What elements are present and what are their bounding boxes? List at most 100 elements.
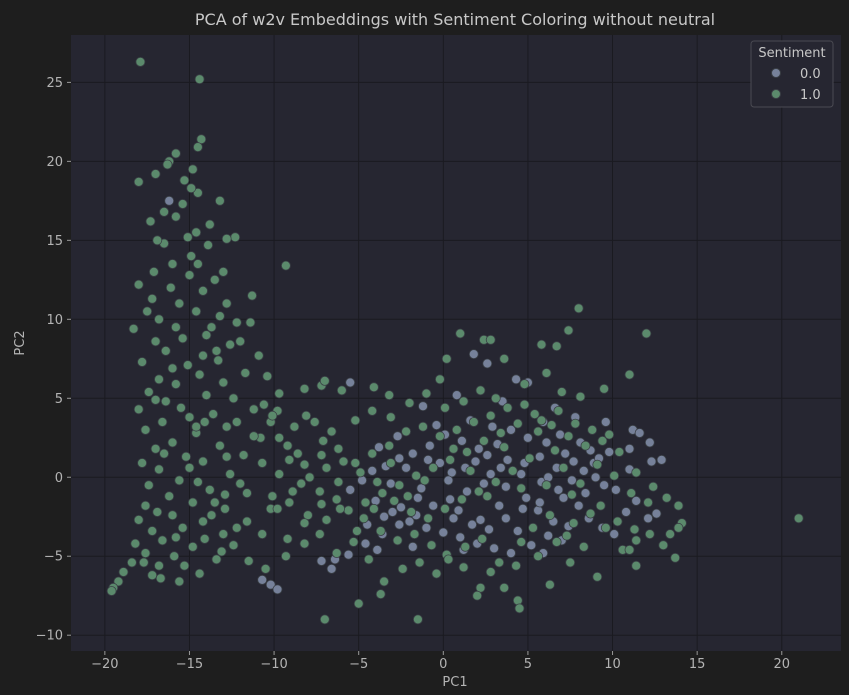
- data-point: [495, 428, 506, 438]
- data-point: [404, 398, 415, 408]
- data-point: [604, 447, 615, 457]
- data-point: [533, 551, 543, 562]
- data-point: [609, 529, 620, 539]
- data-point: [231, 522, 242, 533]
- data-point: [597, 435, 608, 446]
- data-point: [656, 454, 667, 465]
- data-point: [140, 500, 151, 511]
- data-point: [148, 266, 159, 277]
- data-point: [211, 554, 222, 565]
- data-point: [257, 458, 268, 468]
- data-point: [181, 451, 192, 462]
- data-point: [673, 522, 684, 533]
- data-point: [448, 513, 459, 524]
- data-point: [179, 175, 190, 186]
- data-point: [247, 290, 258, 301]
- data-point: [516, 469, 527, 480]
- data-point: [164, 195, 175, 206]
- data-point: [343, 549, 354, 560]
- data-point: [500, 513, 511, 524]
- data-point: [402, 491, 413, 502]
- data-point: [174, 475, 185, 486]
- data-point: [553, 484, 564, 495]
- data-point: [517, 503, 528, 514]
- legend-title: Sentiment: [758, 46, 825, 61]
- data-point: [401, 426, 412, 437]
- data-point: [198, 516, 208, 527]
- data-point: [626, 488, 637, 499]
- data-point: [198, 456, 208, 467]
- data-point: [187, 541, 198, 552]
- data-point: [230, 232, 241, 243]
- data-point: [624, 545, 635, 555]
- data-point: [133, 279, 144, 290]
- data-point: [280, 551, 291, 562]
- plot-area: [71, 35, 841, 651]
- data-point: [133, 515, 144, 525]
- data-point: [385, 412, 396, 423]
- data-point: [536, 415, 547, 426]
- data-point: [204, 219, 215, 230]
- data-point: [194, 568, 205, 579]
- data-point: [133, 404, 144, 415]
- data-point: [661, 492, 672, 503]
- data-point: [385, 478, 396, 489]
- data-point: [551, 341, 562, 352]
- data-point: [192, 187, 203, 198]
- data-point: [458, 396, 469, 407]
- data-point: [368, 503, 379, 514]
- data-point: [220, 489, 230, 500]
- data-point: [621, 507, 631, 517]
- data-point: [319, 614, 330, 625]
- data-point: [367, 448, 378, 459]
- data-point: [140, 548, 151, 558]
- data-point: [160, 345, 171, 356]
- data-point: [578, 465, 589, 476]
- data-point: [595, 500, 606, 511]
- data-point: [458, 562, 469, 573]
- data-point: [484, 524, 494, 535]
- data-point: [321, 515, 332, 525]
- data-point: [343, 505, 354, 516]
- data-point: [445, 454, 456, 465]
- legend-label-1: 1.0: [800, 88, 821, 103]
- data-point: [448, 443, 459, 454]
- data-point: [201, 330, 212, 341]
- data-point: [643, 513, 653, 524]
- data-point: [485, 469, 496, 480]
- data-point: [147, 526, 158, 536]
- data-point: [421, 388, 432, 399]
- data-point: [592, 571, 603, 582]
- data-point: [299, 383, 310, 394]
- data-point: [274, 469, 285, 480]
- data-point: [375, 526, 386, 536]
- y-tick-label: −5: [44, 550, 63, 565]
- legend: Sentiment 0.0 1.0: [750, 40, 834, 108]
- data-point: [345, 484, 356, 495]
- data-point: [434, 374, 445, 385]
- data-point: [502, 402, 513, 413]
- data-point: [292, 448, 303, 459]
- data-point: [580, 488, 591, 499]
- data-point: [314, 486, 325, 497]
- data-point: [543, 472, 554, 483]
- x-tick-label: −10: [260, 657, 287, 672]
- x-tick-label: −5: [349, 657, 368, 672]
- data-point: [167, 510, 178, 521]
- data-point: [455, 532, 466, 543]
- data-point: [418, 421, 428, 432]
- data-point: [490, 477, 501, 487]
- data-point: [534, 451, 545, 462]
- data-point: [443, 475, 454, 486]
- data-point: [248, 404, 259, 415]
- data-point: [299, 518, 310, 528]
- legend-marker-0: [771, 68, 781, 78]
- data-point: [155, 573, 166, 584]
- data-point: [511, 374, 521, 385]
- y-tick-label: 25: [46, 76, 63, 91]
- x-tick-label: 15: [689, 657, 706, 672]
- data-point: [331, 548, 342, 558]
- data-point: [221, 451, 232, 462]
- data-point: [284, 497, 295, 508]
- data-point: [363, 554, 374, 565]
